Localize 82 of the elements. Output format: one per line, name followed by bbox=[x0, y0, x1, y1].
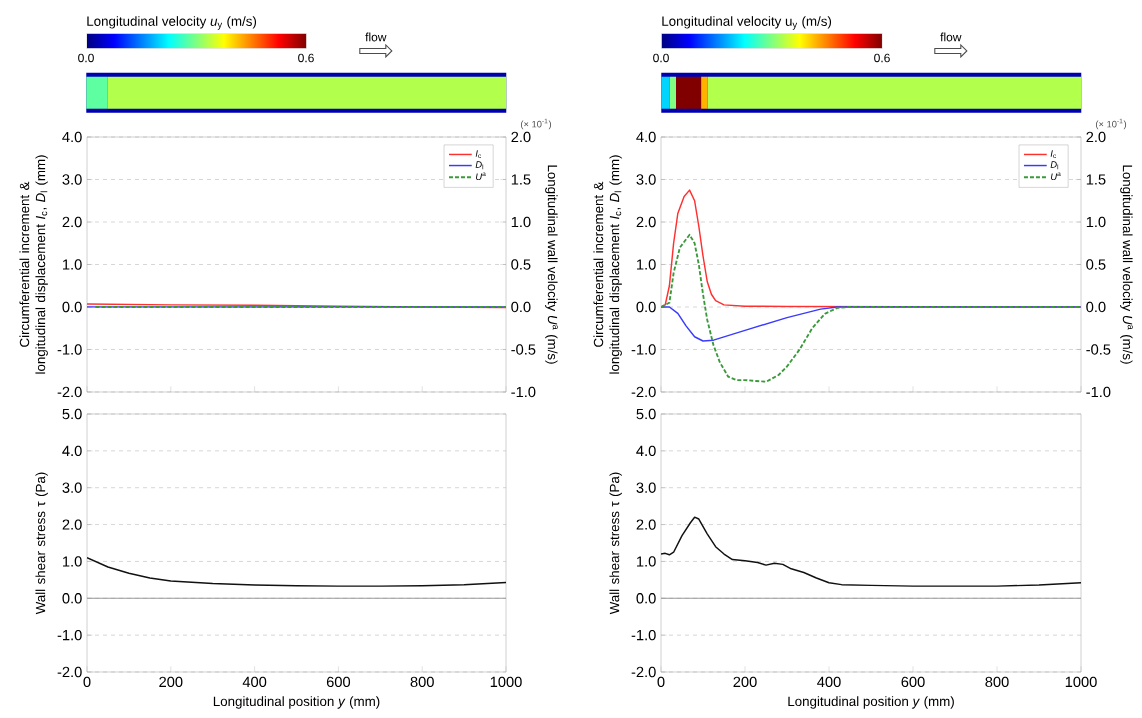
y2-tick-label: 1.0 bbox=[511, 216, 531, 228]
y2-tick-label: 0.0 bbox=[511, 301, 531, 313]
y-tick-label: 3.0 bbox=[62, 174, 82, 185]
y2-tick-label: 1.0 bbox=[1086, 216, 1106, 228]
y-axis-title: Wall shear stress τ (Pa) bbox=[35, 472, 48, 615]
y-tick-label: -2.0 bbox=[57, 666, 82, 678]
y2-tick-label: 1.5 bbox=[511, 174, 531, 185]
y-tick-label: 4.0 bbox=[62, 131, 82, 143]
y2-tick-label: 1.5 bbox=[1086, 174, 1106, 185]
y-tick-label: 4.0 bbox=[636, 131, 656, 143]
y-tick-label: 2.0 bbox=[62, 519, 82, 530]
y2-axis-title: Longitudinal wall velocity U$^{a}$ (m/s) bbox=[545, 165, 558, 364]
y-tick-label: 0.0 bbox=[62, 301, 82, 313]
y2-axis-title: Longitudinal wall velocity U$^{a}$ (m/s) bbox=[1120, 165, 1133, 364]
y-tick-label: 0.0 bbox=[62, 593, 82, 604]
y-tick-label: -1.0 bbox=[631, 344, 656, 355]
x-tick-label: 200 bbox=[733, 676, 757, 688]
x-tick-label: 800 bbox=[985, 676, 1009, 688]
x-axis-title: Longitudinal position y (mm) bbox=[788, 696, 954, 709]
x-tick-label: 600 bbox=[901, 676, 925, 688]
y-tick-label: 5.0 bbox=[62, 408, 82, 420]
y2-tick-label: 0.5 bbox=[1086, 259, 1106, 270]
y-tick-label: 1.0 bbox=[63, 556, 82, 567]
y-tick-label: -1.0 bbox=[631, 629, 656, 641]
text: 0.6 bbox=[874, 53, 890, 63]
y-axis-title: Circumferential increment & longitudinal displacement I$_{c}$, D$_{l}$ (mm) bbox=[19, 155, 48, 374]
y-tick-label: -2.0 bbox=[57, 386, 82, 398]
text: Longitudinal velocity u$_{y}$ (m/s) bbox=[87, 16, 257, 30]
y2-tick-label: 0.0 bbox=[1086, 301, 1106, 313]
text: 0.0 bbox=[78, 53, 94, 63]
line-series bbox=[87, 557, 507, 587]
y-tick-label: 4.0 bbox=[636, 445, 656, 457]
x-tick-label: 600 bbox=[326, 676, 351, 688]
y2-tick-label: -0.5 bbox=[1086, 344, 1111, 355]
x-tick-label: 0 bbox=[657, 676, 665, 688]
y-tick-label: -1.0 bbox=[57, 344, 82, 355]
y2-tick-label: -1.0 bbox=[1086, 386, 1111, 398]
y-tick-label: 3.0 bbox=[636, 174, 656, 185]
y-tick-label: 0.0 bbox=[636, 593, 656, 604]
y2-tick-label: 2.0 bbox=[511, 131, 531, 143]
text: (× 10$^{-1}$) bbox=[1095, 118, 1127, 130]
y-tick-label: 4.0 bbox=[62, 445, 82, 457]
y-tick-label: 3.0 bbox=[62, 482, 82, 493]
x-tick-label: 1000 bbox=[490, 676, 522, 688]
legend-label: D$_{l}$ bbox=[475, 161, 484, 170]
text: flow bbox=[940, 32, 962, 42]
y-tick-label: -1.0 bbox=[57, 629, 82, 641]
y-tick-label: 1.0 bbox=[637, 556, 656, 567]
y-tick-label: 2.0 bbox=[62, 216, 82, 228]
text: 0.0 bbox=[653, 53, 669, 63]
y-axis-title: Wall shear stress τ (Pa) bbox=[609, 472, 622, 615]
y-tick-label: 0.0 bbox=[636, 301, 656, 313]
y-tick-label: 5.0 bbox=[636, 408, 656, 420]
x-axis-title: Longitudinal position y (mm) bbox=[213, 696, 380, 709]
legend-label: D$_{l}$ bbox=[1050, 161, 1059, 170]
y-tick-label: 3.0 bbox=[636, 482, 656, 493]
y2-tick-label: 2.0 bbox=[1086, 131, 1106, 143]
y-tick-label: 2.0 bbox=[636, 519, 656, 530]
x-tick-label: 0 bbox=[83, 676, 91, 688]
y-axis-title: Circumferential increment & longitudinal displacement I$_{c}$, D$_{l}$ (mm) bbox=[593, 155, 622, 374]
x-tick-label: 800 bbox=[410, 676, 434, 688]
line-series bbox=[661, 233, 1082, 383]
legend-label: I$_{c}$ bbox=[475, 150, 482, 159]
text: 0.6 bbox=[298, 53, 314, 63]
y-tick-label: 2.0 bbox=[636, 216, 656, 228]
text: (× 10$^{-1}$) bbox=[520, 118, 552, 130]
y-tick-label: 1.0 bbox=[637, 259, 656, 270]
legend-label: U$^{a}$ bbox=[1051, 172, 1061, 181]
y-tick-label: -2.0 bbox=[631, 386, 656, 398]
x-tick-label: 400 bbox=[817, 676, 841, 688]
y2-tick-label: -0.5 bbox=[511, 344, 536, 355]
y-tick-label: -2.0 bbox=[631, 666, 656, 678]
x-tick-label: 1000 bbox=[1065, 676, 1097, 688]
text: flow bbox=[365, 32, 387, 42]
x-tick-label: 400 bbox=[242, 676, 267, 688]
text: Longitudinal velocity u$_{y}$ (m/s) bbox=[662, 16, 832, 30]
legend-label: I$_{c}$ bbox=[1050, 150, 1057, 159]
legend-label: U$^{a}$ bbox=[476, 172, 486, 181]
y2-tick-label: -1.0 bbox=[511, 386, 536, 398]
y-tick-label: 1.0 bbox=[63, 259, 82, 270]
y2-tick-label: 0.5 bbox=[511, 259, 531, 270]
x-tick-label: 200 bbox=[159, 676, 183, 688]
